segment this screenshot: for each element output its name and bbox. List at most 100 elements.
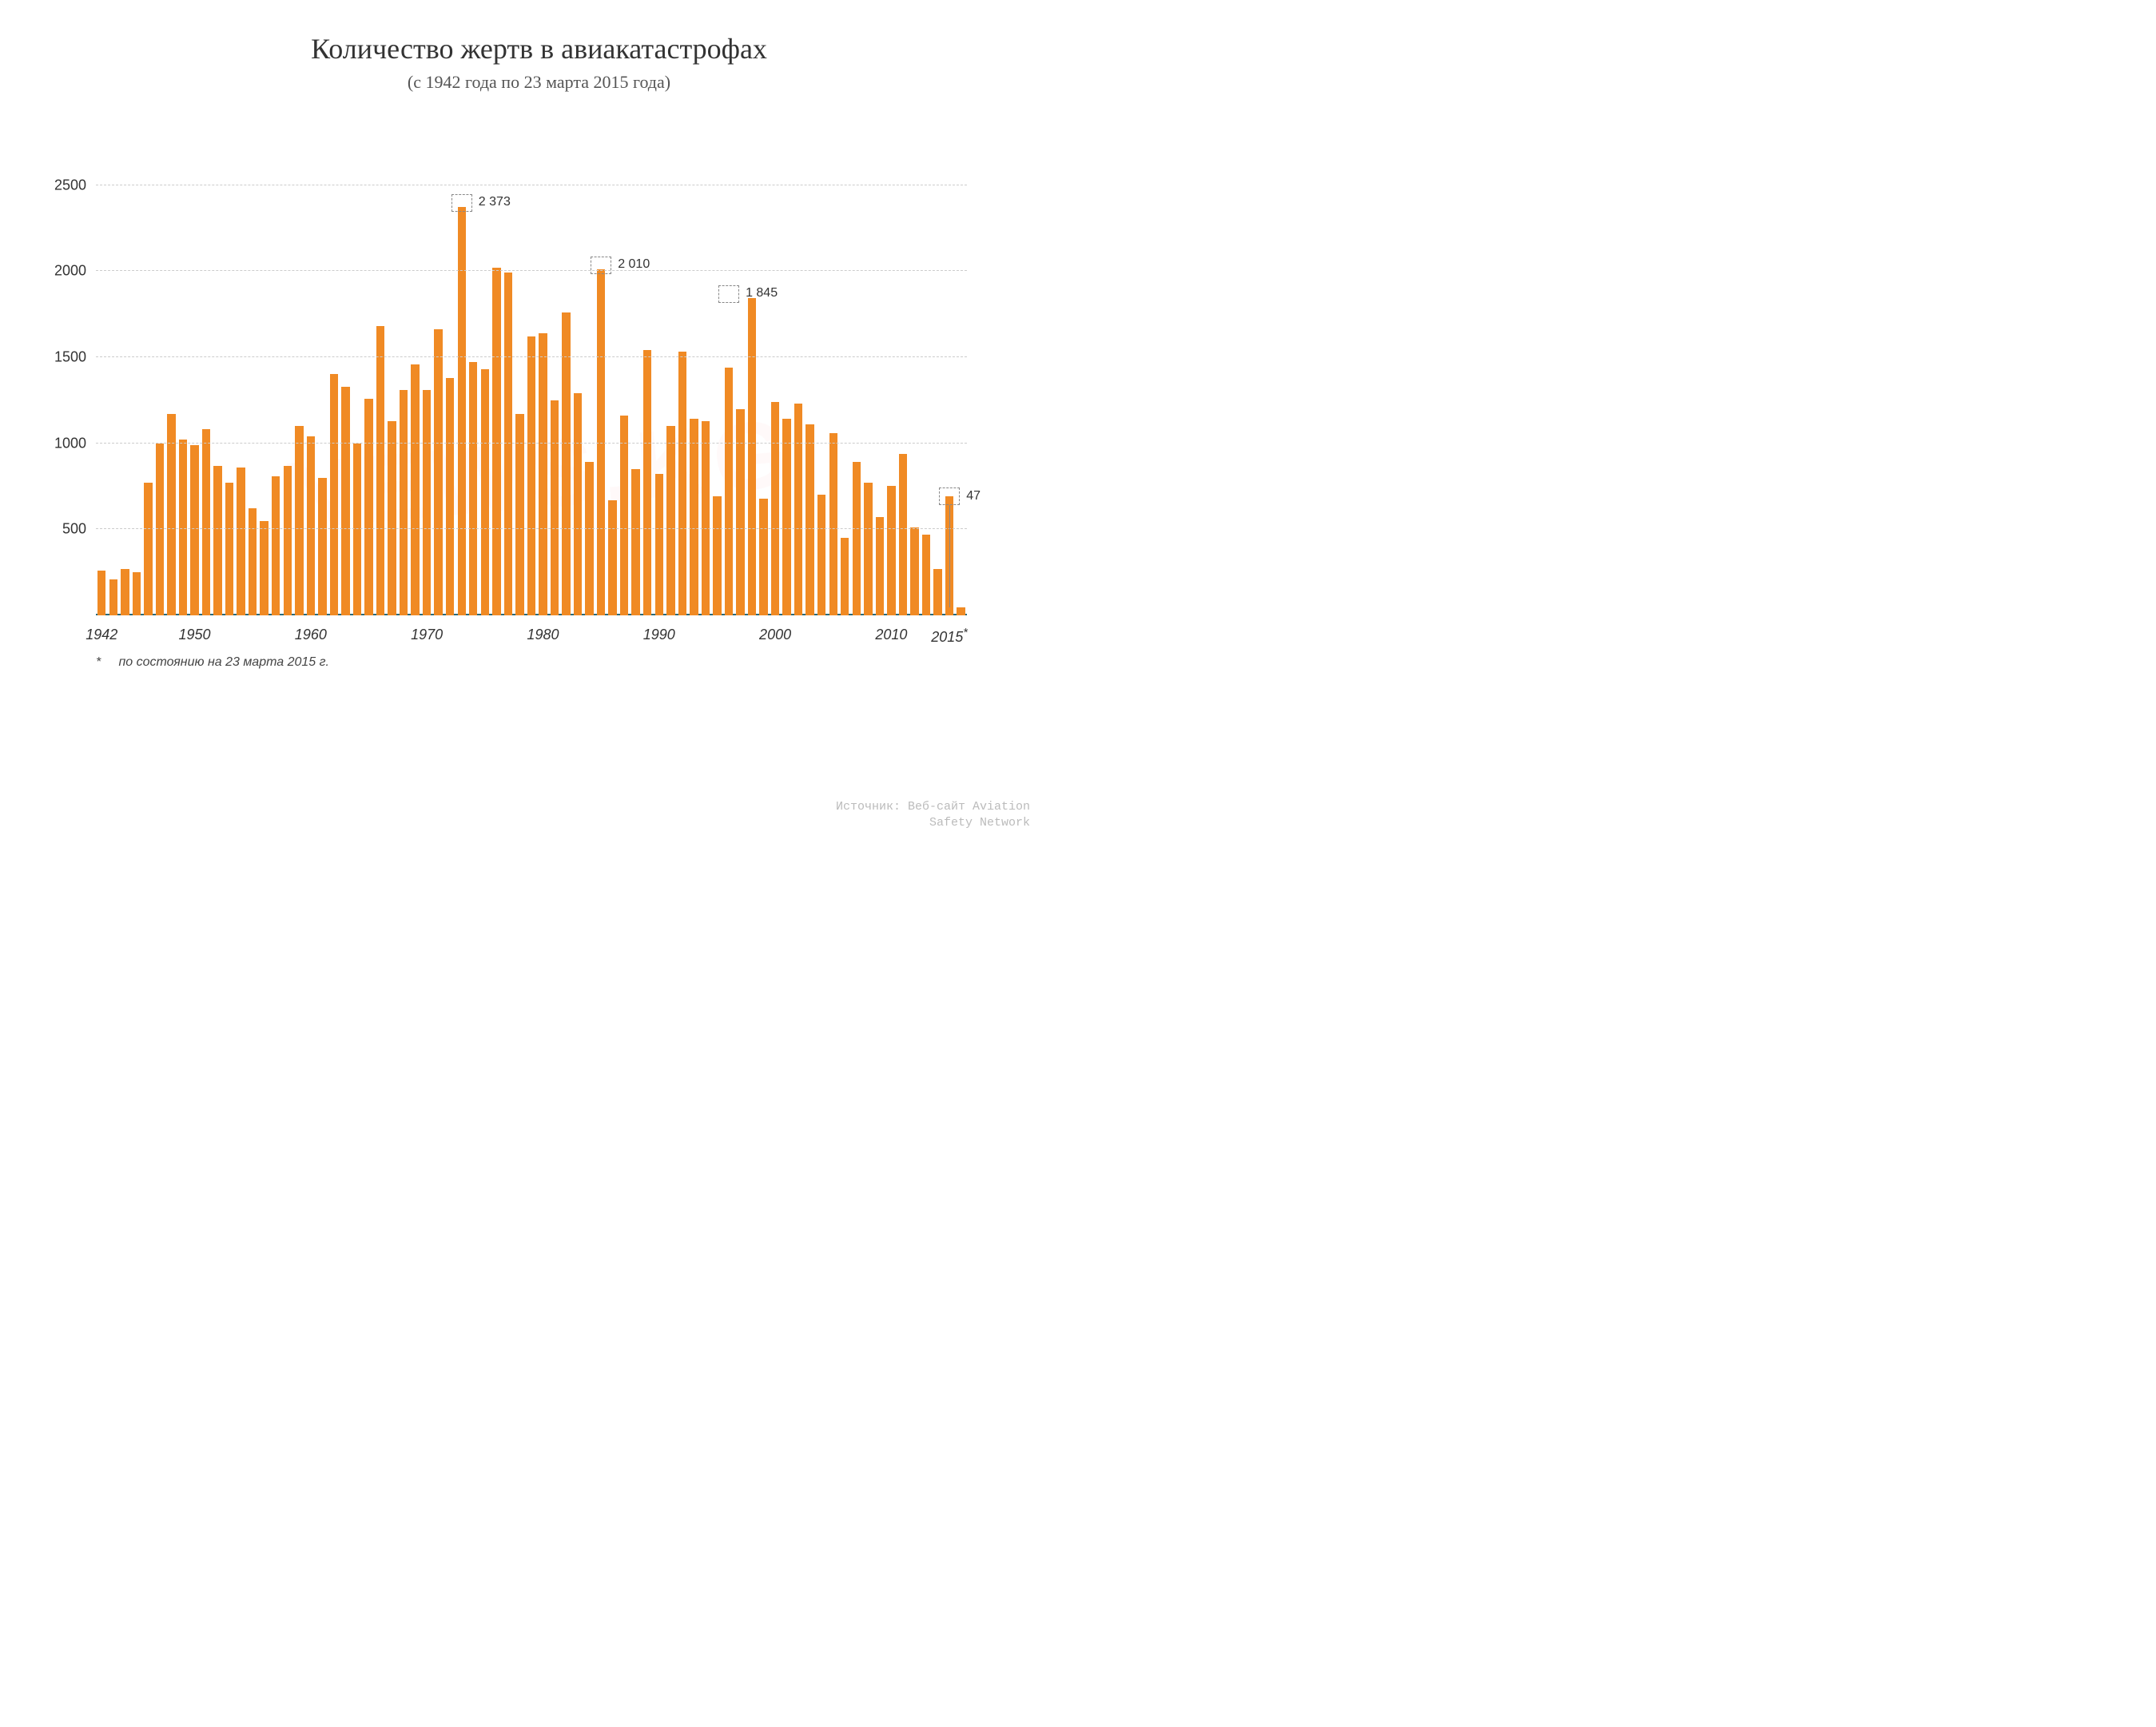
bar: [225, 483, 233, 615]
bar-slot: [793, 168, 805, 615]
bar: [527, 336, 535, 615]
bar-slot: [572, 168, 584, 615]
bar: [887, 486, 895, 615]
bar-slot: 2010: [885, 168, 897, 615]
bar: [190, 445, 198, 615]
bar: [759, 499, 767, 615]
bar: [295, 426, 303, 615]
bar-slot: [619, 168, 630, 615]
bar-slot: [642, 168, 654, 615]
bar-slot: [804, 168, 816, 615]
y-axis-label: 1500: [54, 348, 86, 365]
bar-slot: [526, 168, 538, 615]
bar-slot: [932, 168, 944, 615]
bar: [551, 400, 559, 615]
bar: [504, 273, 512, 615]
bar-slot: [154, 168, 166, 615]
bar: [272, 476, 280, 615]
bar-slot: [921, 168, 933, 615]
bar: [643, 350, 651, 615]
bar: [109, 579, 117, 615]
bar: [864, 483, 872, 615]
footnote: * по состоянию на 23 марта 2015 г.: [96, 655, 329, 670]
bar-slot: [607, 168, 619, 615]
chart-title: Количество жертв в авиакатастрофах: [40, 32, 1038, 66]
bar-slot: 1942: [96, 168, 108, 615]
x-axis-label: 1960: [295, 627, 327, 643]
bar-slot: [467, 168, 479, 615]
y-axis-label: 500: [62, 521, 86, 538]
bar-slot: [224, 168, 236, 615]
bar-slot: [862, 168, 874, 615]
bar-slot: 1960: [305, 168, 317, 615]
bar-slot: [839, 168, 851, 615]
footnote-marker: *: [96, 655, 101, 669]
bar-slot: [212, 168, 224, 615]
bar-slot: [108, 168, 120, 615]
bar: [307, 436, 315, 615]
bar: [876, 517, 884, 615]
bar-slot: [746, 168, 758, 615]
bar: [400, 390, 408, 615]
x-axis-label: 1980: [527, 627, 559, 643]
bar-slot: [723, 168, 735, 615]
gridline: [96, 443, 967, 444]
bar: [678, 352, 686, 615]
x-axis-label: 2015*: [931, 627, 968, 646]
bar-slot: [700, 168, 712, 615]
bar-slot: [340, 168, 352, 615]
bar-slot: 1990: [654, 168, 666, 615]
bar-slot: [827, 168, 839, 615]
bar-slot: [491, 168, 503, 615]
bar-slot: [316, 168, 328, 615]
bar-slot: [352, 168, 364, 615]
bar: [666, 426, 674, 615]
bar-slot: [503, 168, 515, 615]
bar: [481, 369, 489, 615]
bar: [330, 374, 338, 615]
bar: [133, 572, 141, 615]
bar: [922, 535, 930, 615]
gridline: [96, 356, 967, 357]
bar-slot: [363, 168, 375, 615]
bar-slot: [897, 168, 909, 615]
bar-slot: [874, 168, 886, 615]
bar-slot: [398, 168, 410, 615]
bar: [585, 462, 593, 615]
bar-slot: [549, 168, 561, 615]
bar-slot: [386, 168, 398, 615]
bar-slot: [479, 168, 491, 615]
bar: [771, 402, 779, 615]
bar: [853, 462, 861, 615]
bar: [702, 421, 710, 615]
source-credit: Источник: Веб-сайт Aviation Safety Netwo…: [836, 799, 1030, 832]
bar: [713, 496, 721, 615]
x-axis-label: 2000: [759, 627, 791, 643]
bar: [725, 368, 733, 615]
source-line-2: Safety Network: [929, 816, 1030, 830]
bar: [782, 419, 790, 615]
source-line-1: Источник: Веб-сайт Aviation: [836, 800, 1030, 814]
bar-slot: [328, 168, 340, 615]
bar-slot: [665, 168, 677, 615]
bar: [237, 468, 245, 615]
bar: [817, 495, 825, 615]
bar-slot: [247, 168, 259, 615]
bar: [260, 521, 268, 615]
bar-slot: [235, 168, 247, 615]
bar-slot: [734, 168, 746, 615]
bar: [910, 527, 918, 615]
bar-slot: [851, 168, 863, 615]
bar-slot: 2015*: [944, 168, 956, 615]
bar: [899, 454, 907, 615]
bar-slot: [119, 168, 131, 615]
bar-slot: [293, 168, 305, 615]
bar-slot: 1970: [421, 168, 433, 615]
bar: [469, 362, 477, 615]
bar-slot: [711, 168, 723, 615]
bar: [794, 404, 802, 615]
bar-slot: [258, 168, 270, 615]
bar-slot: [955, 168, 967, 615]
bar-slot: [595, 168, 607, 615]
bar-slot: [375, 168, 387, 615]
